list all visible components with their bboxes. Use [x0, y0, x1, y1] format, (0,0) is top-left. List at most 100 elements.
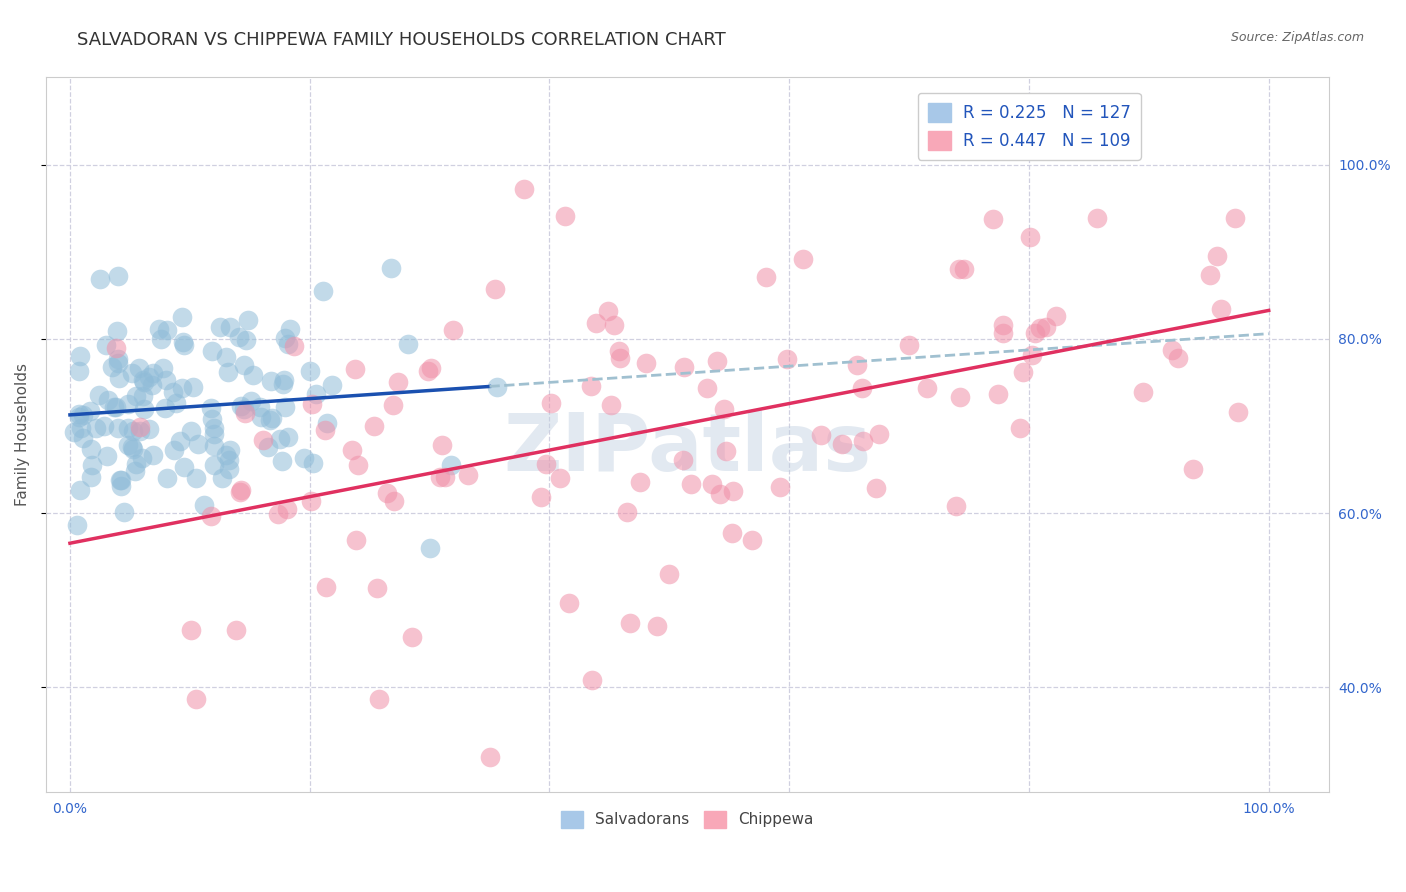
Point — [558, 596, 581, 610]
Point — [302, 456, 325, 470]
Point — [276, 502, 298, 516]
Point — [219, 320, 242, 334]
Point — [713, 401, 735, 416]
Point — [294, 450, 316, 465]
Point — [201, 412, 224, 426]
Point — [132, 401, 155, 416]
Point — [250, 409, 273, 424]
Point — [201, 343, 224, 358]
Point — [1029, 320, 1052, 334]
Point — [441, 323, 464, 337]
Point — [69, 349, 91, 363]
Point — [792, 252, 814, 266]
Point — [110, 473, 132, 487]
Point — [305, 387, 328, 401]
Point — [235, 406, 257, 420]
Point — [84, 421, 107, 435]
Point — [1035, 320, 1057, 334]
Point — [128, 360, 150, 375]
Point — [363, 419, 385, 434]
Point — [299, 493, 322, 508]
Point — [259, 412, 281, 426]
Point — [215, 448, 238, 462]
Point — [277, 336, 299, 351]
Point — [134, 375, 156, 389]
Point — [375, 486, 398, 500]
Point — [548, 471, 571, 485]
Point — [329, 828, 352, 842]
Point — [769, 480, 792, 494]
Point — [193, 498, 215, 512]
Point — [217, 365, 239, 379]
Point — [440, 458, 463, 473]
Point — [1209, 302, 1232, 317]
Point — [69, 408, 91, 422]
Point — [382, 494, 405, 508]
Point — [87, 387, 110, 401]
Point — [714, 444, 737, 458]
Point — [107, 351, 129, 366]
Point — [274, 331, 297, 345]
Point — [101, 359, 124, 374]
Point — [215, 350, 238, 364]
Point — [152, 361, 174, 376]
Point — [419, 361, 441, 376]
Point — [202, 427, 225, 442]
Point — [581, 673, 603, 687]
Point — [343, 362, 366, 376]
Point — [530, 490, 553, 504]
Point — [202, 439, 225, 453]
Point — [346, 458, 368, 472]
Point — [672, 453, 695, 467]
Point — [209, 319, 232, 334]
Point — [125, 389, 148, 403]
Point — [138, 422, 160, 436]
Point — [831, 437, 853, 451]
Point — [121, 442, 143, 457]
Point — [153, 401, 176, 415]
Point — [169, 434, 191, 448]
Point — [721, 526, 744, 541]
Point — [314, 423, 336, 437]
Point — [672, 360, 695, 375]
Point — [270, 454, 292, 468]
Point — [79, 404, 101, 418]
Point — [1008, 421, 1031, 435]
Point — [96, 449, 118, 463]
Point — [173, 459, 195, 474]
Point — [218, 453, 240, 467]
Point — [628, 475, 651, 489]
Point — [658, 567, 681, 582]
Point — [235, 334, 257, 348]
Point — [105, 324, 128, 338]
Point — [432, 438, 454, 452]
Point — [267, 507, 290, 521]
Point — [709, 487, 731, 501]
Point — [579, 379, 602, 393]
Point — [851, 380, 873, 394]
Point — [229, 483, 252, 497]
Point — [93, 419, 115, 434]
Point — [72, 431, 94, 445]
Point — [141, 378, 163, 392]
Point — [121, 366, 143, 380]
Point — [142, 367, 165, 381]
Point — [723, 483, 745, 498]
Point — [72, 408, 94, 422]
Point — [108, 473, 131, 487]
Point — [156, 471, 179, 485]
Point — [993, 318, 1015, 332]
Point — [344, 533, 367, 547]
Point — [271, 377, 294, 392]
Point — [949, 391, 972, 405]
Point — [1199, 268, 1222, 282]
Point — [89, 272, 111, 286]
Point — [368, 691, 391, 706]
Point — [96, 338, 118, 352]
Point — [187, 437, 209, 451]
Point — [898, 337, 921, 351]
Point — [211, 470, 233, 484]
Point — [484, 282, 506, 296]
Point — [418, 364, 440, 378]
Point — [342, 442, 364, 457]
